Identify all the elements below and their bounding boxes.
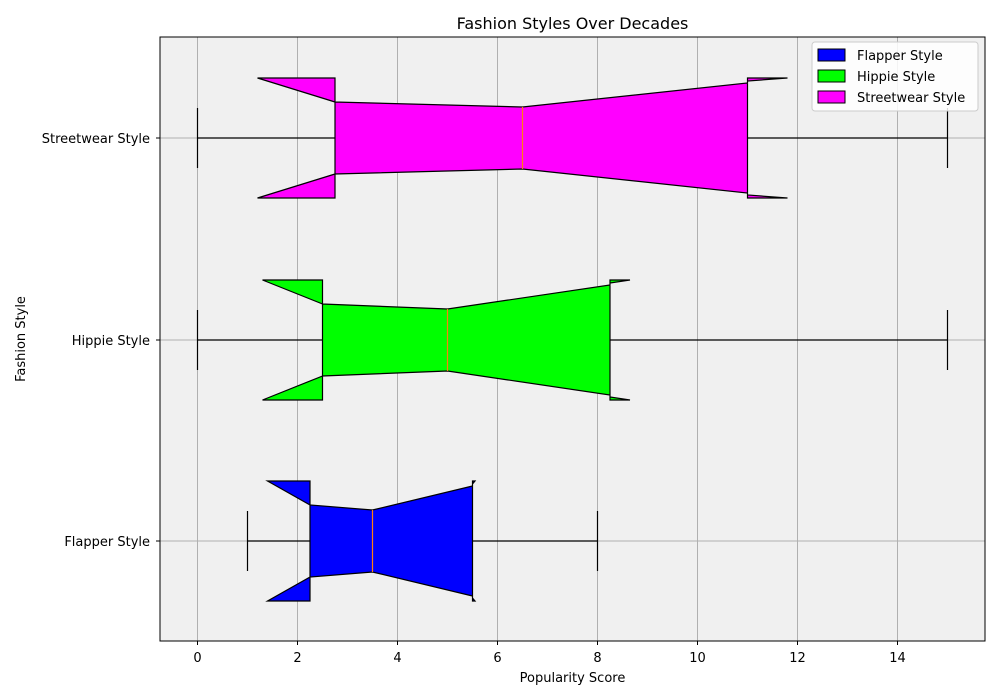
legend-swatch: [817, 90, 846, 104]
x-tick-label: 0: [193, 651, 201, 666]
legend: Flapper Style Hippie Style Streetwear Styl…: [811, 41, 979, 112]
box-streetwear-style: [196, 77, 949, 199]
x-tick-label: 12: [789, 651, 806, 666]
plot-frame: [159, 36, 986, 642]
legend-label: Hippie Style: [857, 70, 935, 85]
x-tick-label: 2: [293, 651, 301, 666]
legend-label: Streetwear Style: [857, 91, 965, 106]
box-hippie-style: [196, 279, 949, 401]
legend-label: Flapper Style: [857, 49, 943, 64]
x-axis-title: Popularity Score: [520, 671, 626, 686]
y-tick-label: Hippie Style: [72, 334, 150, 349]
legend-box: [811, 41, 979, 112]
x-tick-label: 4: [393, 651, 401, 666]
y-tick-label: Streetwear Style: [42, 132, 150, 147]
x-tick-label: 8: [593, 651, 601, 666]
box-flapper-style: [246, 480, 599, 602]
legend-swatch: [817, 48, 846, 62]
x-axis-ticks: 0 2 4 6 8 10 12 14: [193, 641, 906, 666]
y-tick-label: Flapper Style: [64, 535, 150, 550]
x-tick-label: 10: [689, 651, 706, 666]
y-axis-title: Fashion Style: [14, 296, 29, 382]
chart-title: Fashion Styles Over Decades: [457, 14, 689, 33]
x-tick-label: 14: [889, 651, 906, 666]
legend-swatch: [817, 69, 846, 83]
x-tick-label: 6: [493, 651, 501, 666]
box-series: [196, 77, 949, 602]
y-axis-ticks: Flapper Style Hippie Style Streetwear Styl…: [42, 132, 160, 550]
